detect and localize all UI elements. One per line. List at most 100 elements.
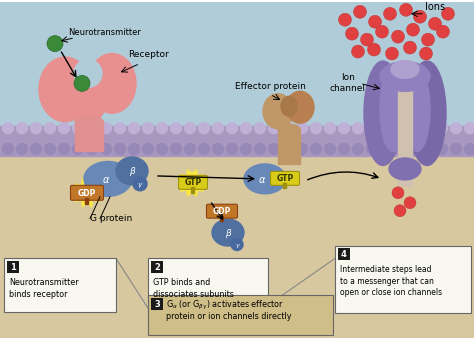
Circle shape: [227, 144, 237, 154]
Text: 2: 2: [154, 263, 160, 272]
Circle shape: [437, 123, 447, 134]
Circle shape: [441, 7, 455, 20]
Text: α: α: [259, 175, 265, 185]
Text: GTP binds and
dissociates subunits: GTP binds and dissociates subunits: [153, 278, 234, 299]
Bar: [398, 67, 412, 186]
Circle shape: [419, 47, 432, 60]
FancyBboxPatch shape: [271, 171, 300, 185]
Text: Effector protein: Effector protein: [235, 82, 306, 91]
Bar: [0, 2, 474, 149]
Circle shape: [367, 43, 381, 56]
Circle shape: [352, 45, 365, 58]
Circle shape: [128, 123, 139, 134]
Text: Neurotransmitter: Neurotransmitter: [68, 28, 141, 37]
Circle shape: [465, 123, 474, 134]
Circle shape: [73, 123, 83, 134]
Circle shape: [227, 123, 237, 134]
Circle shape: [2, 144, 13, 154]
Circle shape: [325, 123, 336, 134]
Circle shape: [421, 33, 435, 46]
Circle shape: [199, 123, 210, 134]
Circle shape: [171, 144, 182, 154]
Text: G$_\alpha$ (or G$_{\beta\gamma}$) activates effector: G$_\alpha$ (or G$_{\beta\gamma}$) activa…: [166, 299, 284, 312]
Circle shape: [383, 7, 396, 20]
Bar: [85, 198, 88, 204]
Bar: [75, 121, 103, 151]
Circle shape: [428, 17, 441, 30]
FancyBboxPatch shape: [4, 259, 116, 312]
Circle shape: [338, 13, 352, 26]
Circle shape: [255, 123, 265, 134]
Bar: [220, 216, 223, 221]
Circle shape: [400, 3, 412, 16]
Text: γ: γ: [138, 182, 142, 188]
Circle shape: [128, 144, 139, 154]
Circle shape: [437, 144, 447, 154]
Circle shape: [212, 144, 224, 154]
Circle shape: [268, 123, 280, 134]
FancyBboxPatch shape: [7, 261, 19, 273]
Ellipse shape: [263, 94, 293, 129]
Text: GDP: GDP: [78, 189, 96, 198]
Text: α: α: [103, 175, 109, 185]
Circle shape: [409, 123, 419, 134]
Circle shape: [199, 144, 210, 154]
Circle shape: [184, 144, 195, 154]
Circle shape: [143, 123, 154, 134]
Ellipse shape: [380, 67, 406, 151]
Circle shape: [86, 144, 98, 154]
Ellipse shape: [380, 62, 430, 91]
Ellipse shape: [116, 157, 148, 185]
Circle shape: [310, 123, 321, 134]
Circle shape: [353, 144, 364, 154]
Circle shape: [422, 144, 434, 154]
Circle shape: [422, 123, 434, 134]
Bar: [278, 129, 300, 164]
Circle shape: [283, 144, 293, 154]
Circle shape: [404, 197, 416, 209]
Circle shape: [354, 5, 366, 18]
Circle shape: [100, 123, 111, 134]
Text: G protein: G protein: [90, 214, 132, 223]
Circle shape: [30, 144, 42, 154]
Circle shape: [368, 15, 382, 28]
Circle shape: [58, 123, 70, 134]
Circle shape: [310, 144, 321, 154]
Bar: [191, 187, 194, 193]
Circle shape: [394, 144, 405, 154]
Circle shape: [361, 33, 374, 46]
Circle shape: [465, 144, 474, 154]
Circle shape: [156, 123, 167, 134]
Ellipse shape: [408, 61, 446, 165]
Ellipse shape: [69, 69, 107, 124]
Text: β: β: [129, 167, 135, 176]
FancyBboxPatch shape: [151, 261, 163, 273]
FancyBboxPatch shape: [71, 185, 103, 200]
Text: γ: γ: [235, 243, 239, 248]
Circle shape: [297, 123, 308, 134]
Circle shape: [375, 25, 389, 38]
Circle shape: [366, 123, 377, 134]
Text: 3: 3: [154, 300, 160, 309]
Ellipse shape: [84, 162, 132, 196]
Circle shape: [156, 144, 167, 154]
Ellipse shape: [244, 164, 286, 194]
Circle shape: [133, 177, 147, 191]
Circle shape: [240, 123, 252, 134]
Circle shape: [212, 123, 224, 134]
Circle shape: [283, 123, 293, 134]
Ellipse shape: [278, 124, 300, 134]
Circle shape: [346, 27, 358, 40]
Circle shape: [450, 123, 462, 134]
Text: 4: 4: [341, 250, 347, 260]
Circle shape: [58, 144, 70, 154]
Circle shape: [385, 47, 399, 60]
Polygon shape: [72, 178, 102, 207]
Text: β: β: [225, 229, 231, 238]
FancyBboxPatch shape: [151, 298, 163, 310]
Circle shape: [392, 30, 404, 43]
Ellipse shape: [391, 61, 419, 78]
Text: Ion
channel: Ion channel: [330, 73, 366, 93]
Ellipse shape: [88, 53, 136, 113]
Circle shape: [47, 35, 63, 52]
